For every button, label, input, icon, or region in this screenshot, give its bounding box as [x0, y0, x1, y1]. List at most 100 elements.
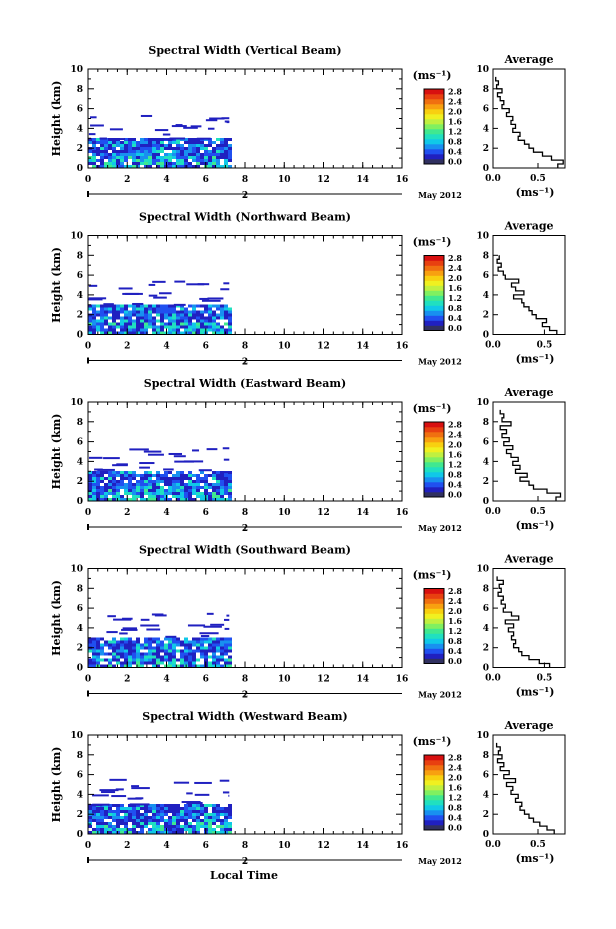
heatmap-cell — [144, 652, 148, 656]
y-tick-label: 4 — [77, 291, 83, 301]
colorbar-swatch — [424, 104, 444, 110]
heatmap-cell — [192, 331, 196, 335]
heatmap-cell — [228, 474, 232, 477]
heatmap-cell — [160, 307, 164, 311]
heatmap-cell — [136, 819, 140, 822]
heatmap-cell — [160, 819, 164, 822]
heatmap-cell — [216, 150, 220, 153]
heatmap-cell — [198, 469, 212, 472]
heatmap-cell — [132, 165, 136, 168]
heatmap-cell — [200, 495, 204, 498]
heatmap-cell — [168, 822, 172, 825]
heatmap-cell — [184, 825, 188, 828]
heatmap-cell — [132, 831, 136, 834]
heatmap-cell — [204, 646, 208, 650]
heatmap-cell — [220, 831, 224, 834]
heatmap-cell — [228, 828, 232, 831]
heatmap-cell — [188, 471, 192, 474]
heatmap-cell — [144, 819, 148, 822]
heatmap-cell — [216, 304, 220, 308]
heatmap-cell — [212, 319, 216, 323]
x-tick-label: 0 — [85, 175, 91, 185]
heatmap-cell — [116, 313, 120, 317]
heatmap-cell — [140, 495, 144, 498]
x-tick-label: 0 — [85, 342, 91, 352]
heatmap-cell — [212, 477, 216, 480]
date-label: May 2012 — [418, 856, 462, 866]
heatmap-cell — [222, 791, 230, 794]
colorbar-swatch — [424, 775, 444, 781]
heatmap-cell — [112, 486, 116, 489]
heatmap-cell — [224, 147, 228, 150]
heatmap-cell — [108, 483, 112, 486]
heatmap-cell — [160, 477, 164, 480]
heatmap-cell — [176, 310, 180, 314]
heatmap-cell — [124, 307, 128, 311]
y-tick-label: 0 — [77, 664, 83, 674]
heatmap-cell — [104, 483, 108, 486]
heatmap-cell — [192, 831, 196, 834]
heatmap-cell — [128, 310, 132, 314]
heatmap-cell — [116, 156, 120, 159]
heatmap-cell — [112, 646, 116, 650]
heatmap-cell — [212, 664, 216, 668]
heatmap-cell — [128, 810, 132, 813]
heatmap-cell — [100, 316, 104, 320]
colorbar-tick-label: 0.8 — [448, 470, 462, 480]
heatmap-cell — [152, 141, 156, 144]
heatmap-cell — [96, 646, 100, 650]
heatmap-cell — [88, 471, 92, 474]
heatmap-cell — [108, 646, 112, 650]
colorbar-unit-label: (ms⁻¹) — [413, 735, 452, 748]
heatmap-cell — [188, 831, 192, 834]
heatmap-cell — [108, 477, 112, 480]
colorbar-tick-label: 1.2 — [448, 127, 462, 137]
heatmap-cell — [184, 492, 188, 495]
heatmap-cell — [184, 807, 188, 810]
heatmap-cell — [144, 159, 148, 162]
heatmap-cell — [108, 165, 112, 168]
heatmap-cell — [224, 328, 228, 332]
heatmap-cell — [136, 643, 140, 647]
heatmap-cell — [200, 325, 204, 329]
heatmap-cell — [124, 319, 128, 323]
y-tick-label: 4 — [77, 790, 83, 800]
heatmap-cell — [164, 483, 168, 486]
heatmap-cell — [92, 325, 96, 329]
heatmap-cell — [176, 331, 180, 335]
heatmap-cell — [100, 646, 104, 650]
heatmap-cell — [124, 147, 128, 150]
heatmap-cell — [88, 483, 92, 486]
avg-y-tick-label: 4 — [483, 624, 489, 634]
heatmap-cell — [152, 138, 156, 141]
heatmap-cell — [192, 640, 196, 644]
x-tick-label: 6 — [203, 508, 209, 518]
heatmap-cell — [148, 316, 152, 320]
heatmap-cell — [144, 138, 148, 141]
heatmap-cell — [92, 661, 96, 665]
heatmap-cell — [176, 810, 180, 813]
heatmap-cell — [207, 127, 215, 130]
colorbar-swatch — [424, 482, 444, 488]
heatmap-cell — [172, 165, 176, 168]
colorbar-swatch — [424, 633, 444, 639]
heatmap-cell — [188, 661, 192, 665]
heatmap-cell — [160, 810, 164, 813]
heatmap-cell — [148, 643, 152, 647]
heatmap-cell — [212, 661, 216, 665]
heatmap-cell — [216, 147, 220, 150]
heatmap-cell — [216, 810, 220, 813]
colorbar-swatch — [424, 477, 444, 483]
heatmap-cell — [160, 643, 164, 647]
heatmap-cell — [148, 637, 152, 641]
heatmap-cell — [136, 307, 140, 311]
heatmap-cell — [92, 474, 96, 477]
heatmap-cell — [192, 141, 196, 144]
heatmap-cell — [103, 457, 120, 460]
heatmap-cell — [128, 498, 132, 501]
heatmap-cell — [172, 325, 176, 329]
heatmap-cell — [168, 643, 172, 647]
heatmap-cell — [120, 153, 124, 156]
heatmap-cell — [192, 492, 196, 495]
